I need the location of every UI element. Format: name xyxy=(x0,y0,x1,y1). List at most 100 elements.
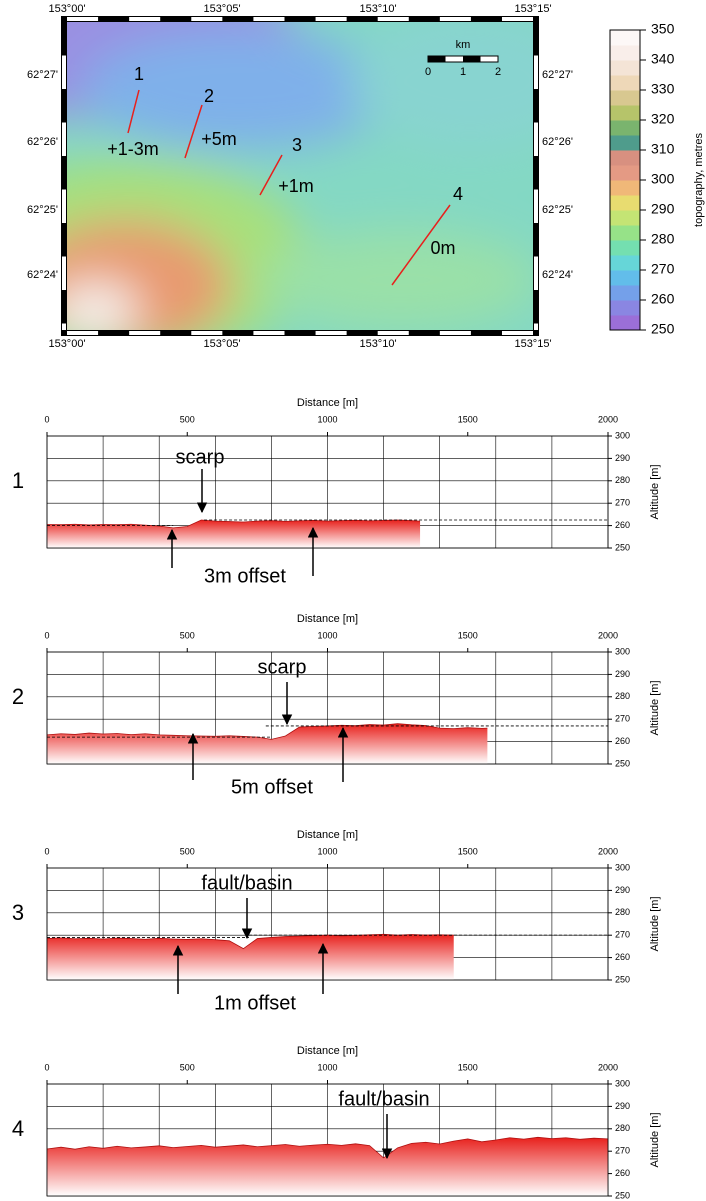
colorbar-swatch xyxy=(610,210,640,226)
colorbar-swatch xyxy=(610,315,640,331)
y-axis-label: Altitude [m] xyxy=(649,464,661,519)
y-tick-label: 300 xyxy=(615,1078,630,1088)
profile-area xyxy=(47,1137,608,1196)
scale-bar-label: 2 xyxy=(495,66,501,78)
y-axis-label: Altitude [m] xyxy=(649,896,661,951)
frame-segment xyxy=(67,17,98,21)
x-tick-label: 2000 xyxy=(598,630,618,640)
lat-tick-label: 62°27' xyxy=(542,69,573,81)
y-tick-label: 270 xyxy=(615,498,630,508)
frame-segment xyxy=(378,17,409,21)
x-tick-label: 500 xyxy=(180,414,195,424)
lat-tick-label: 62°27' xyxy=(27,69,58,81)
profile-label: 3 xyxy=(292,135,302,155)
colorbar-label: topography, metres xyxy=(693,133,705,227)
frame-segment xyxy=(191,331,222,335)
colorbar-swatch xyxy=(610,270,640,286)
figure: 250260270280290300310320330340350topogra… xyxy=(0,0,706,1201)
x-tick-label: 1000 xyxy=(317,630,337,640)
lat-tick-label: 62°26' xyxy=(542,136,573,148)
frame-segment xyxy=(534,324,538,331)
colorbar-swatch xyxy=(610,195,640,211)
y-tick-label: 260 xyxy=(615,952,630,962)
y-tick-label: 250 xyxy=(615,758,630,768)
lon-tick-label: 153°05' xyxy=(203,338,240,350)
y-tick-label: 280 xyxy=(615,907,630,917)
x-tick-label: 2000 xyxy=(598,1062,618,1072)
lon-tick-label: 153°15' xyxy=(514,338,551,350)
frame-segment xyxy=(378,331,409,335)
colorbar-swatch xyxy=(610,150,640,166)
y-tick-label: 250 xyxy=(615,974,630,984)
y-tick-label: 280 xyxy=(615,1123,630,1133)
y-tick-label: 290 xyxy=(615,669,630,679)
y-tick-label: 250 xyxy=(615,1190,630,1200)
y-tick-label: 260 xyxy=(615,1168,630,1178)
frame-segment xyxy=(534,123,538,157)
frame-segment xyxy=(253,17,284,21)
colorbar-tick-label: 340 xyxy=(651,51,675,67)
profile-area xyxy=(47,724,487,764)
x-axis-label: Distance [m] xyxy=(297,1045,358,1057)
frame-segment xyxy=(62,190,66,224)
profile-area xyxy=(47,934,454,980)
colorbar-tick-label: 310 xyxy=(651,141,675,157)
y-axis-label: Altitude [m] xyxy=(649,1112,661,1167)
frame-segment xyxy=(129,17,160,21)
x-tick-label: 2000 xyxy=(598,846,618,856)
colorbar-swatch xyxy=(610,255,640,271)
y-tick-label: 300 xyxy=(615,430,630,440)
lon-tick-label: 153°00' xyxy=(48,3,85,15)
lat-tick-label: 62°24' xyxy=(542,269,573,281)
x-tick-label: 1000 xyxy=(317,1062,337,1072)
colorbar-tick-label: 300 xyxy=(651,171,675,187)
profile-offset: +1-3m xyxy=(107,139,159,159)
frame-segment xyxy=(191,17,222,21)
x-axis-label: Distance [m] xyxy=(297,397,358,409)
colorbar-swatch xyxy=(610,120,640,136)
y-tick-label: 270 xyxy=(615,930,630,940)
lon-tick-label: 153°05' xyxy=(203,3,240,15)
profile-label: 1 xyxy=(134,64,144,84)
panel-label: 4 xyxy=(12,1116,24,1141)
annotation: 3m offset xyxy=(204,565,286,587)
x-tick-label: 500 xyxy=(180,630,195,640)
x-axis-label: Distance [m] xyxy=(297,829,358,841)
colorbar-tick-label: 270 xyxy=(651,261,675,277)
lat-tick-label: 62°25' xyxy=(27,204,58,216)
panel-label: 3 xyxy=(12,900,24,925)
y-tick-label: 270 xyxy=(615,1146,630,1156)
colorbar-tick-label: 260 xyxy=(651,291,675,307)
y-tick-label: 300 xyxy=(615,862,630,872)
colorbar-swatch xyxy=(610,105,640,121)
frame-segment xyxy=(502,331,533,335)
x-axis-label: Distance [m] xyxy=(297,613,358,625)
x-tick-label: 1000 xyxy=(317,414,337,424)
y-tick-label: 280 xyxy=(615,691,630,701)
profile-label: 4 xyxy=(453,184,463,204)
x-tick-label: 500 xyxy=(180,846,195,856)
colorbar-swatch xyxy=(610,300,640,316)
annotation: scarp xyxy=(176,446,225,468)
panel-label: 1 xyxy=(12,468,24,493)
annotation: fault/basin xyxy=(201,872,292,894)
y-tick-label: 300 xyxy=(615,646,630,656)
y-tick-label: 270 xyxy=(615,714,630,724)
y-tick-label: 280 xyxy=(615,475,630,485)
y-tick-label: 290 xyxy=(615,885,630,895)
colorbar-tick-label: 330 xyxy=(651,81,675,97)
x-tick-label: 500 xyxy=(180,1062,195,1072)
colorbar-swatch xyxy=(610,30,640,46)
x-tick-label: 0 xyxy=(44,630,49,640)
annotation: 5m offset xyxy=(231,776,313,798)
y-axis-label: Altitude [m] xyxy=(649,680,661,735)
colorbar-tick-label: 280 xyxy=(651,231,675,247)
lon-tick-label: 153°15' xyxy=(514,3,551,15)
frame-segment xyxy=(67,331,98,335)
colorbar-swatch xyxy=(610,60,640,76)
x-tick-label: 1000 xyxy=(317,846,337,856)
colorbar: 250260270280290300310320330340350topogra… xyxy=(610,21,705,337)
frame-segment xyxy=(534,257,538,291)
colorbar-swatch xyxy=(610,180,640,196)
colorbar-tick-label: 320 xyxy=(651,111,675,127)
